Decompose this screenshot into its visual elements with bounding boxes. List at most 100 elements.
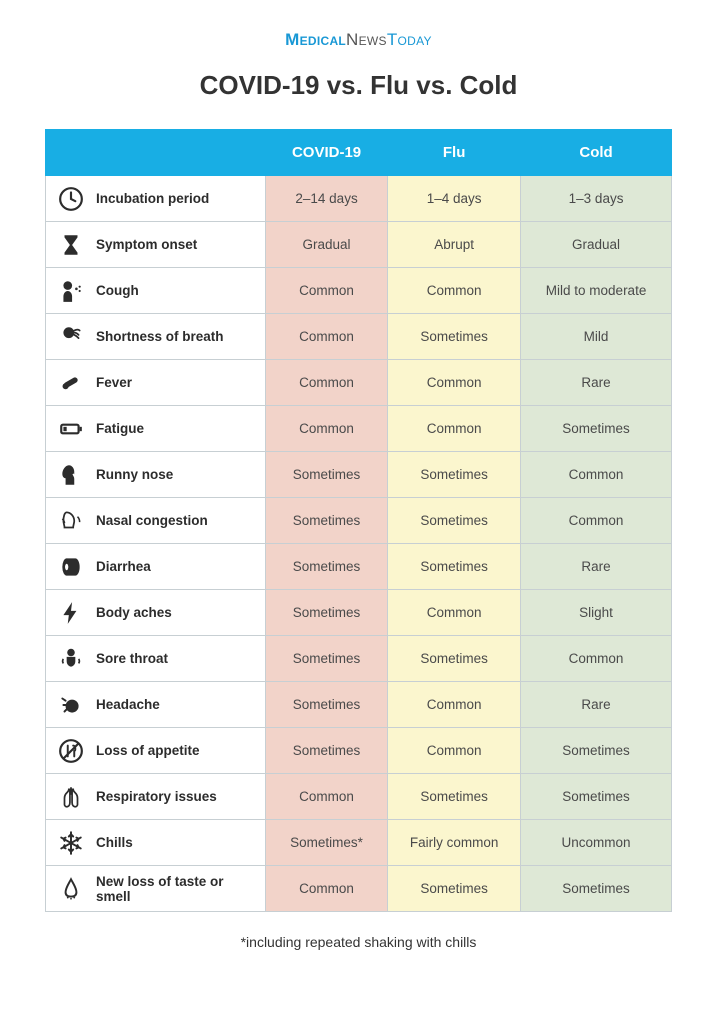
symptom-cell: Fatigue <box>46 406 266 452</box>
brand-part-3: Today <box>387 30 432 49</box>
covid-cell: Sometimes <box>266 728 388 774</box>
symptom-label: Loss of appetite <box>96 743 200 758</box>
brand-part-1: Medical <box>285 30 346 49</box>
symptom-cell: Incubation period <box>46 176 266 222</box>
covid-cell: Sometimes <box>266 682 388 728</box>
covid-cell: 2–14 days <box>266 176 388 222</box>
appetite-icon <box>56 736 86 766</box>
symptom-label: Symptom onset <box>96 237 197 252</box>
symptom-cell: Shortness of breath <box>46 314 266 360</box>
page-title: COVID-19 vs. Flu vs. Cold <box>45 70 672 101</box>
covid-cell: Sometimes <box>266 498 388 544</box>
cold-cell: Sometimes <box>521 774 672 820</box>
flu-cell: Abrupt <box>388 222 521 268</box>
covid-cell: Common <box>266 866 388 912</box>
brand-part-2: News <box>346 30 387 49</box>
flu-cell: Sometimes <box>388 866 521 912</box>
footnote: *including repeated shaking with chills <box>45 934 672 950</box>
symptom-label: Cough <box>96 283 139 298</box>
comparison-table: COVID-19 Flu Cold Incubation period 2–14 … <box>45 129 672 912</box>
symptom-cell: Fever <box>46 360 266 406</box>
covid-cell: Gradual <box>266 222 388 268</box>
covid-cell: Sometimes <box>266 452 388 498</box>
cold-cell: Common <box>521 452 672 498</box>
symptom-cell: New loss of taste or smell <box>46 866 266 912</box>
covid-cell: Sometimes <box>266 544 388 590</box>
thermometer-icon <box>56 368 86 398</box>
header-covid: COVID-19 <box>266 130 388 176</box>
symptom-label: Sore throat <box>96 651 168 666</box>
table-row: HeadacheSometimesCommonRare <box>46 682 672 728</box>
congestion-icon <box>56 506 86 536</box>
cold-cell: Rare <box>521 682 672 728</box>
covid-cell: Common <box>266 360 388 406</box>
symptom-label: Respiratory issues <box>96 789 217 804</box>
flu-cell: Common <box>388 590 521 636</box>
lungs-icon <box>56 782 86 812</box>
table-row: Chills Sometimes*Fairly commonUncommon <box>46 820 672 866</box>
runnynose-icon <box>56 460 86 490</box>
symptom-cell: Cough <box>46 268 266 314</box>
table-row: Shortness of breathCommonSometimesMild <box>46 314 672 360</box>
flu-cell: Common <box>388 406 521 452</box>
table-row: Loss of appetite SometimesCommonSometimes <box>46 728 672 774</box>
cough-icon <box>56 276 86 306</box>
flu-cell: Common <box>388 268 521 314</box>
symptom-label: Body aches <box>96 605 172 620</box>
table-row: CoughCommonCommonMild to moderate <box>46 268 672 314</box>
flu-cell: Fairly common <box>388 820 521 866</box>
cold-cell: Slight <box>521 590 672 636</box>
table-row: Respiratory issuesCommonSometimesSometim… <box>46 774 672 820</box>
flu-cell: Sometimes <box>388 544 521 590</box>
covid-cell: Common <box>266 314 388 360</box>
symptom-label: Headache <box>96 697 160 712</box>
symptom-cell: Body aches <box>46 590 266 636</box>
covid-cell: Common <box>266 774 388 820</box>
symptom-cell: Sore throat <box>46 636 266 682</box>
cold-cell: Mild to moderate <box>521 268 672 314</box>
table-row: Symptom onsetGradualAbruptGradual <box>46 222 672 268</box>
battery-icon <box>56 414 86 444</box>
cold-cell: Common <box>521 498 672 544</box>
header-blank <box>46 130 266 176</box>
flu-cell: Sometimes <box>388 636 521 682</box>
symptom-label: Incubation period <box>96 191 209 206</box>
cold-cell: Uncommon <box>521 820 672 866</box>
symptom-label: Chills <box>96 835 133 850</box>
tp-icon <box>56 552 86 582</box>
table-row: Incubation period 2–14 days1–4 days1–3 da… <box>46 176 672 222</box>
flu-cell: Common <box>388 728 521 774</box>
symptom-label: Fatigue <box>96 421 144 436</box>
cold-cell: Sometimes <box>521 728 672 774</box>
table-row: Sore throatSometimesSometimesCommon <box>46 636 672 682</box>
symptom-cell: Runny nose <box>46 452 266 498</box>
throat-icon <box>56 644 86 674</box>
symptom-cell: Chills <box>46 820 266 866</box>
snowflake-icon <box>56 828 86 858</box>
covid-cell: Sometimes* <box>266 820 388 866</box>
table-row: New loss of taste or smellCommonSometime… <box>46 866 672 912</box>
hourglass-icon <box>56 230 86 260</box>
symptom-cell: Diarrhea <box>46 544 266 590</box>
clock-icon <box>56 184 86 214</box>
covid-cell: Sometimes <box>266 636 388 682</box>
table-row: DiarrheaSometimesSometimesRare <box>46 544 672 590</box>
symptom-cell: Headache <box>46 682 266 728</box>
covid-cell: Common <box>266 268 388 314</box>
flu-cell: 1–4 days <box>388 176 521 222</box>
table-row: Nasal congestionSometimesSometimesCommon <box>46 498 672 544</box>
symptom-label: New loss of taste or smell <box>96 874 257 904</box>
flu-cell: Sometimes <box>388 498 521 544</box>
flu-cell: Sometimes <box>388 452 521 498</box>
table-row: Body aches SometimesCommonSlight <box>46 590 672 636</box>
flu-cell: Sometimes <box>388 314 521 360</box>
covid-cell: Sometimes <box>266 590 388 636</box>
symptom-cell: Symptom onset <box>46 222 266 268</box>
symptom-cell: Nasal congestion <box>46 498 266 544</box>
cold-cell: Sometimes <box>521 866 672 912</box>
header-flu: Flu <box>388 130 521 176</box>
header-cold: Cold <box>521 130 672 176</box>
headache-icon <box>56 690 86 720</box>
cold-cell: 1–3 days <box>521 176 672 222</box>
symptom-cell: Loss of appetite <box>46 728 266 774</box>
